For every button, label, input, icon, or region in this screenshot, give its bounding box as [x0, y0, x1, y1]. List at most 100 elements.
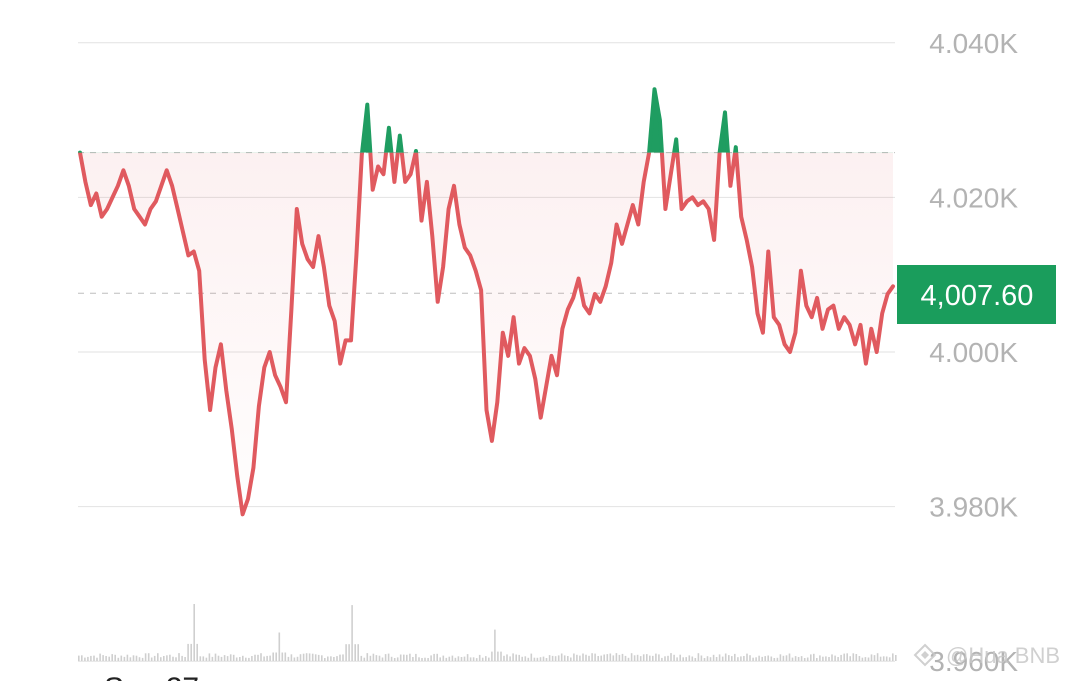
- volume-bar: [357, 644, 359, 661]
- volume-bar: [879, 656, 882, 661]
- volume-bar: [317, 654, 320, 661]
- volume-bar: [193, 604, 195, 661]
- volume-bar: [794, 656, 797, 661]
- volume-bar: [120, 655, 123, 661]
- volume-bar: [530, 653, 533, 661]
- volume-bar: [721, 656, 724, 661]
- volume-bar: [509, 656, 511, 661]
- volume-bar: [296, 656, 299, 661]
- price-area: [80, 89, 893, 515]
- volume-bar: [761, 656, 763, 661]
- volume-bar: [585, 654, 587, 661]
- volume-bar: [418, 657, 420, 661]
- volume-bar: [281, 652, 284, 661]
- volume-bar: [147, 653, 150, 661]
- volume-bar: [175, 657, 177, 661]
- volume-bar: [497, 651, 499, 661]
- volume-bar: [78, 655, 80, 661]
- volume-bar: [551, 655, 554, 661]
- volume-bar: [728, 655, 730, 661]
- watermark: @Hua BNB: [913, 643, 1060, 668]
- volume-bar: [311, 653, 314, 661]
- volume-bar: [439, 657, 441, 661]
- volume-bar: [630, 653, 633, 661]
- volume-bar: [627, 657, 630, 661]
- volume-bar: [96, 657, 98, 661]
- volume-bar: [366, 653, 369, 661]
- volume-bar: [621, 653, 624, 661]
- y-tick-label: 3.980K: [929, 492, 1018, 523]
- volume-bar: [208, 653, 211, 661]
- volume-bar: [321, 655, 323, 661]
- volume-bar: [803, 658, 806, 661]
- volume-bar: [855, 654, 858, 661]
- volume-bar: [843, 653, 845, 661]
- volume-bar: [284, 652, 287, 661]
- volume-bar: [582, 653, 584, 661]
- volume-bar: [588, 655, 590, 661]
- price-line-below: [78, 152, 895, 517]
- watermark-text: @Hua BNB: [946, 643, 1060, 668]
- volume-bar: [567, 656, 569, 661]
- x-axis-date-label: Sep 27: [104, 672, 199, 681]
- volume-bar: [427, 658, 429, 661]
- volume-bar: [478, 654, 481, 661]
- volume-bar: [503, 655, 505, 661]
- volume-bar: [524, 656, 527, 661]
- volume-bar: [694, 658, 697, 661]
- volume-bar: [105, 656, 107, 661]
- price-tag-background: [897, 265, 1056, 324]
- volume-bar: [737, 657, 739, 661]
- volume-bar: [706, 656, 709, 661]
- volume-bar: [466, 654, 469, 661]
- volume-bar: [539, 657, 542, 661]
- volume-bar: [688, 655, 691, 661]
- volume-bar: [263, 656, 265, 661]
- volume-bar: [160, 657, 162, 661]
- volume-bar: [102, 655, 104, 661]
- volume-bar: [679, 654, 681, 661]
- volume-bar: [239, 657, 241, 661]
- volume-bar: [214, 653, 217, 661]
- volume-bar: [667, 655, 669, 661]
- current-price-label: 4,007.60: [921, 280, 1034, 312]
- volume-bar: [846, 653, 848, 661]
- volume-bar: [272, 652, 274, 661]
- volume-bar: [387, 653, 390, 661]
- volume-bar: [709, 657, 712, 661]
- watermark-logo-icon: [913, 643, 937, 667]
- volume-bar: [117, 657, 120, 661]
- volume-bar: [500, 651, 502, 661]
- volume-bar: [132, 655, 135, 661]
- volume-bar: [245, 657, 247, 661]
- volume-bar: [636, 654, 639, 661]
- volume-bar: [399, 654, 402, 661]
- volume-bar: [348, 644, 350, 661]
- volume-bar: [536, 657, 539, 661]
- volume-bar: [488, 657, 490, 661]
- volume-bar: [749, 655, 751, 661]
- volume-bar: [576, 654, 578, 661]
- volume-bar: [885, 656, 888, 661]
- volume-bar: [84, 657, 86, 661]
- volume-bar: [825, 656, 827, 661]
- volume-bars: [78, 604, 897, 661]
- volume-bar: [330, 656, 332, 661]
- volume-bar: [755, 657, 757, 661]
- volume-bar: [324, 658, 326, 661]
- volume-bar: [861, 657, 864, 661]
- volume-bar: [676, 657, 678, 661]
- volume-bar: [299, 654, 302, 661]
- volume-bar: [254, 654, 256, 661]
- volume-bar: [157, 653, 159, 661]
- y-tick-label: 4.020K: [929, 182, 1018, 213]
- volume-bar: [518, 654, 520, 661]
- volume-bar: [731, 656, 733, 661]
- volume-bar: [442, 655, 445, 661]
- volume-bar: [533, 657, 536, 661]
- volume-bar: [469, 657, 472, 661]
- volume-bar: [345, 644, 347, 661]
- volume-bar: [770, 656, 773, 661]
- volume-bar: [876, 653, 879, 661]
- volume-bar: [260, 653, 262, 661]
